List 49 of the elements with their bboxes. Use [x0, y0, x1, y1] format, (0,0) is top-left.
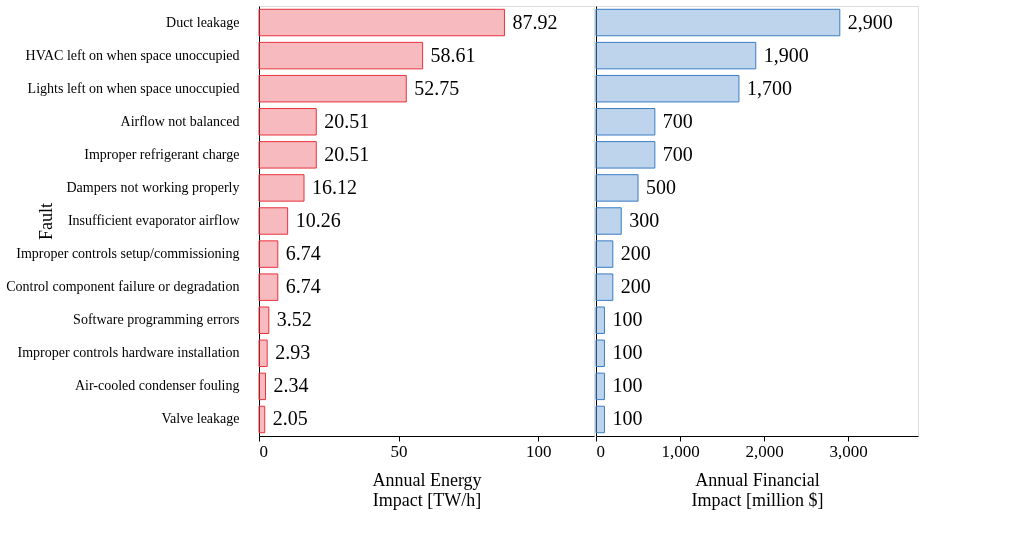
data-label: 6.74 [285, 242, 321, 265]
y-tick-label: Valve leakage [161, 411, 240, 427]
data-label: 200 [620, 242, 651, 265]
data-label: 100 [612, 308, 643, 331]
x-tick-label: 100 [525, 441, 552, 461]
data-label: 87.92 [512, 10, 558, 33]
y-tick-label: Lights left on when space unoccupied [27, 80, 240, 96]
data-label: 100 [612, 374, 643, 397]
y-tick-label: Improper controls setup/commissioning [16, 246, 240, 262]
data-label: 6.74 [285, 275, 321, 298]
data-label: 300 [629, 209, 660, 231]
y-tick-label: Air-cooled condenser fouling [74, 378, 240, 394]
data-label: 2.05 [272, 407, 308, 430]
x-tick-label: 0 [259, 441, 268, 461]
x-axis-title: Annual Energy Impact [TW/h] [372, 469, 482, 510]
x-tick-label: 1,000 [661, 441, 700, 461]
y-tick-label: Insufficient evaporator airflow [67, 213, 241, 228]
x-axis-title: Annual Financial Impact [million $] [691, 469, 824, 510]
y-axis-title: Fault [35, 202, 56, 241]
data-label: 2.34 [273, 374, 309, 397]
y-tick-label: Control component failure or degradation [6, 279, 240, 295]
y-tick-label: Improper refrigerant charge [84, 146, 240, 162]
data-label: 1,900 [763, 43, 809, 66]
data-label: 700 [662, 109, 693, 132]
data-label: 2,900 [847, 10, 893, 33]
y-tick-label: Duct leakage [166, 14, 240, 30]
x-tick-label: 2,000 [745, 441, 784, 461]
x-tick-label: 50 [390, 441, 408, 461]
data-label: 100 [612, 341, 643, 364]
y-tick-label: Dampers not working properly [66, 179, 240, 195]
y-tick-label: Airflow not balanced [120, 113, 240, 129]
data-label: 500 [646, 175, 677, 198]
data-label: 10.26 [295, 209, 341, 231]
data-label: 700 [662, 142, 693, 165]
x-tick-label: 3,000 [829, 441, 868, 461]
y-tick-label: Software programming errors [73, 312, 240, 328]
data-label: 20.51 [324, 109, 370, 132]
data-label: 200 [620, 275, 651, 298]
data-label: 58.61 [430, 43, 476, 66]
y-tick-label: Improper controls hardware installation [17, 345, 240, 361]
x-tick-label: 0 [596, 441, 605, 461]
data-label: 100 [612, 407, 643, 430]
data-label: 16.12 [312, 175, 357, 198]
data-label: 3.52 [276, 308, 312, 331]
data-label: 52.75 [414, 76, 460, 99]
data-label: 2.93 [275, 341, 311, 364]
data-label: 1,700 [746, 76, 792, 99]
data-label: 20.51 [324, 142, 370, 165]
y-tick-label: HVAC left on when space unoccupied [25, 47, 240, 63]
